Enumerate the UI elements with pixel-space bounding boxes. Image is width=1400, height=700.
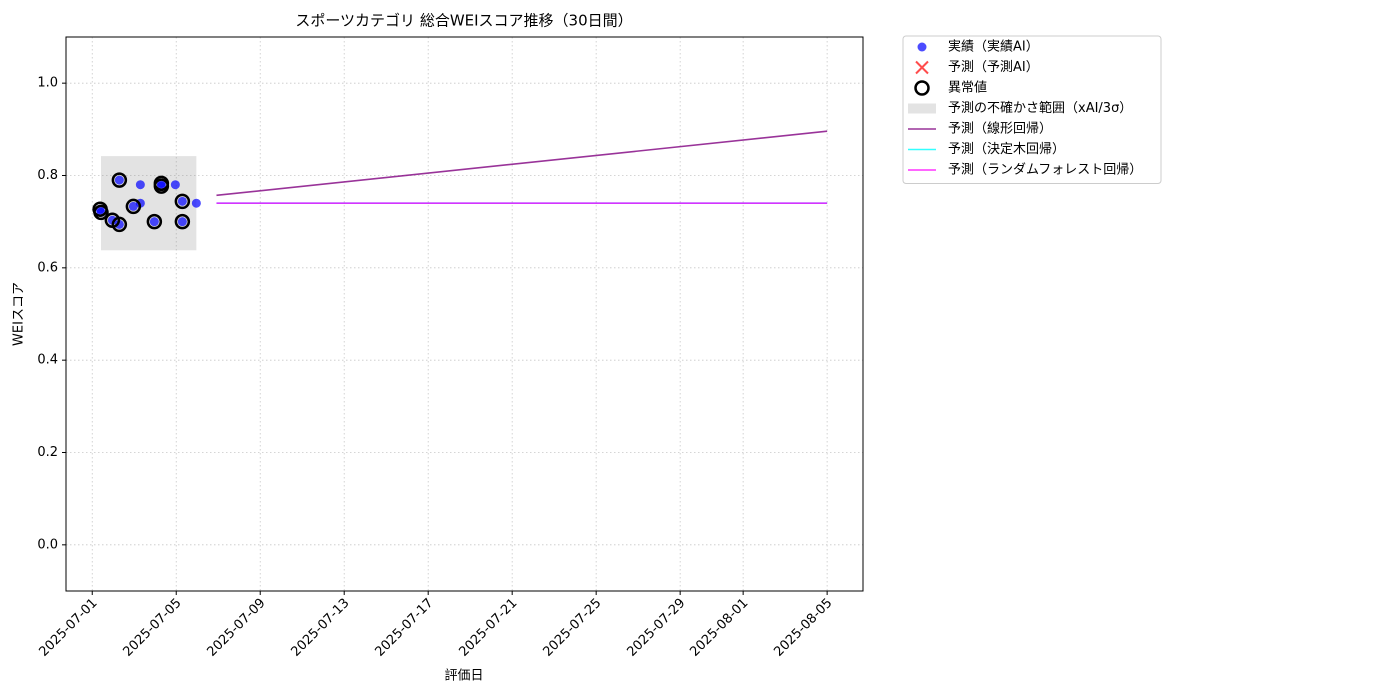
legend-marker xyxy=(915,60,929,75)
y-tick-label: 1.0 xyxy=(37,76,58,91)
actual-point xyxy=(177,196,187,206)
y-tick-label: 0.8 xyxy=(37,168,58,183)
legend-label: 実績（実績AI） xyxy=(948,39,1039,55)
x-tick-label: 2025-07-29 xyxy=(624,596,688,660)
y-axis-label: WEIスコア xyxy=(12,282,27,346)
y-tick-label: 0.6 xyxy=(37,260,58,275)
x-tick-label: 2025-07-09 xyxy=(204,596,268,660)
plot-frame xyxy=(65,36,864,592)
anomaly-marker xyxy=(93,204,109,221)
anomaly-marker xyxy=(146,213,163,230)
x-tick-label: 2025-07-01 xyxy=(37,596,101,660)
x-tick-label: 2025-07-13 xyxy=(288,596,352,660)
legend-marker xyxy=(917,42,927,52)
anomaly-marker xyxy=(174,213,191,230)
prediction-line xyxy=(216,130,828,197)
actual-point xyxy=(114,175,124,185)
actual-point xyxy=(149,217,159,227)
y-tick-label: 0.0 xyxy=(37,537,58,552)
actual-point xyxy=(191,198,201,208)
anomaly-marker xyxy=(111,216,128,233)
x-axis-label: 評価日 xyxy=(444,669,483,684)
x-tick-label: 2025-08-01 xyxy=(687,596,751,660)
legend-marker xyxy=(914,80,930,96)
anomaly-marker xyxy=(111,172,128,188)
anomaly-marker xyxy=(153,178,170,194)
x-tick-label: 2025-07-05 xyxy=(120,596,184,660)
x-tick-label: 2025-07-17 xyxy=(372,596,436,660)
actual-point xyxy=(128,201,138,211)
legend-label: 予測（ランダムフォレスト回帰） xyxy=(948,162,1142,178)
chart-title: スポーツカテゴリ 総合WEIスコア推移（30日間） xyxy=(295,12,632,30)
anomaly-marker xyxy=(174,193,191,210)
legend-label: 予測（予測AI） xyxy=(948,60,1039,75)
actual-point xyxy=(170,180,180,190)
legend-label: 予測（決定木回帰） xyxy=(948,141,1065,157)
actual-point xyxy=(135,180,145,190)
anomaly-marker xyxy=(125,198,142,215)
x-tick-label: 2025-08-05 xyxy=(771,596,835,660)
y-tick-label: 0.2 xyxy=(37,445,58,460)
actual-point xyxy=(107,215,117,225)
legend-label: 異常値 xyxy=(948,80,987,96)
legend-box xyxy=(902,35,1162,184)
x-tick-label: 2025-07-21 xyxy=(456,596,520,660)
x-tick-label: 2025-07-25 xyxy=(540,596,604,660)
actual-point xyxy=(114,219,124,229)
legend-label: 予測の不確かさ範囲（xAI/3σ） xyxy=(948,100,1132,116)
legend-label: 予測（線形回帰） xyxy=(948,121,1052,137)
y-tick-label: 0.4 xyxy=(37,353,58,368)
legend-marker xyxy=(908,103,936,114)
actual-point xyxy=(177,217,187,227)
